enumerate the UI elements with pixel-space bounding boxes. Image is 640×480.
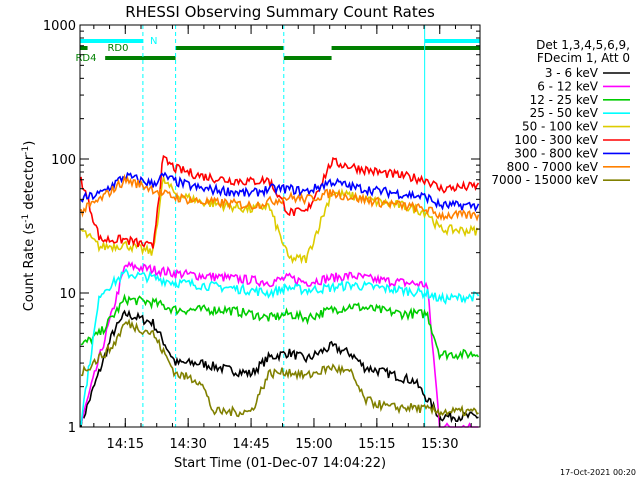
y-tick-label: 10 [59,287,76,302]
chart-title: RHESSI Observing Summary Count Rates [125,3,435,21]
legend-label: 6 - 12 keV [537,79,599,93]
y-axis-label-sup2: -1 [21,146,31,155]
y-axis-ticks: 1 10 100 1000 [43,19,480,436]
series-line [80,318,479,419]
legend-label: 7000 - 15000 keV [491,173,598,187]
legend-label: 50 - 100 keV [522,120,599,134]
series-line [80,260,479,428]
y-tick-label: 1 [68,421,76,436]
series-line [80,171,480,213]
y-axis-label: Count Rate (s-1 detector-1) [21,141,37,312]
series-line [80,268,480,426]
legend-label: 100 - 300 keV [514,133,598,147]
series-line [80,173,480,222]
legend-label: 25 - 50 keV [530,106,599,120]
x-tick-label: 15:30 [421,437,458,452]
series-line [80,309,479,428]
series-line [80,154,480,249]
y-axis-label-sup1: -1 [21,214,31,223]
series-line [80,293,480,362]
legend-label: 12 - 25 keV [530,93,599,107]
state-bars: N RD0 RD4 [75,36,480,64]
legend-label: 3 - 6 keV [545,66,599,80]
y-axis-label-part1: Count Rate (s [22,223,37,312]
footer-timestamp: 17-Oct-2021 00:20 [560,468,636,477]
x-tick-label: 15:00 [295,437,332,452]
state-bar-label: RD4 [75,53,96,64]
x-tick-label: 15:15 [358,437,395,452]
x-tick-label: 14:45 [232,437,269,452]
x-tick-label: 14:15 [107,437,144,452]
y-tick-label: 100 [51,153,76,168]
y-tick-label: 1000 [43,19,76,34]
x-axis-ticks: 14:15 14:30 14:45 15:00 15:15 15:30 [93,25,472,452]
series-lines [80,154,480,428]
x-tick-label: 14:30 [169,437,206,452]
plot-frame [79,24,481,428]
y-axis-label-part2: detector [22,154,37,214]
legend-header-2: FDecim 1, Att 0 [537,51,630,65]
state-bar-label: RD0 [107,43,128,54]
x-axis-label: Start Time (01-Dec-07 14:04:22) [174,456,386,471]
state-bar-label: N [150,36,157,47]
legend-header-1: Det 1,3,4,5,6,9, [536,38,630,52]
legend-label: 800 - 7000 keV [507,160,599,174]
y-axis-label-part3: ) [22,141,37,146]
legend-label: 300 - 800 keV [514,146,598,160]
